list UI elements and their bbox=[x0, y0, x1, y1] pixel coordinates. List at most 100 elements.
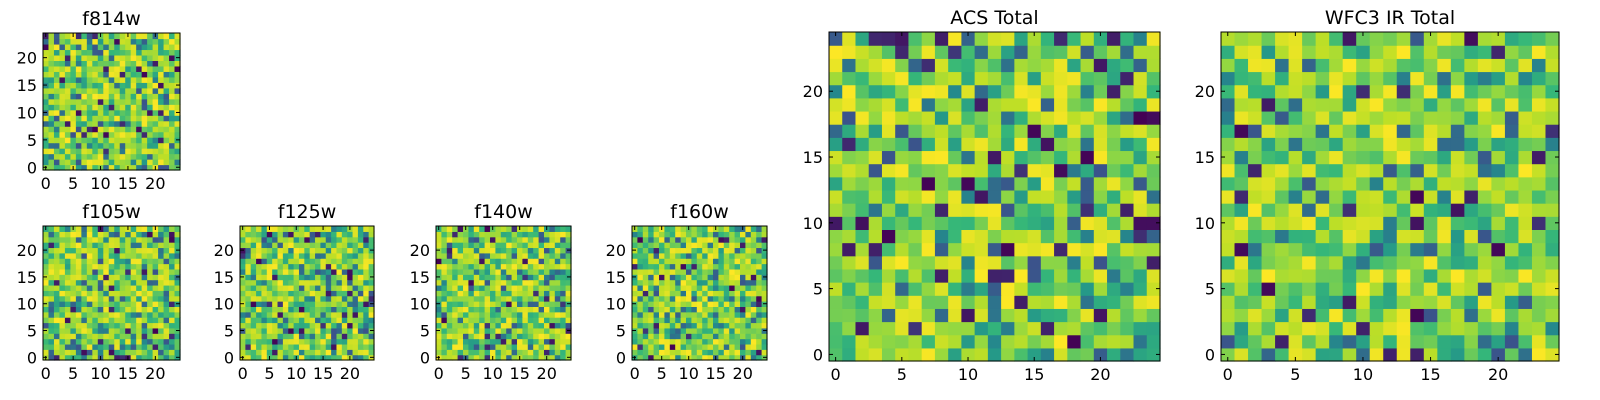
heatmap-cell bbox=[86, 284, 93, 291]
heatmap-cell bbox=[1001, 163, 1015, 178]
heatmap-cell bbox=[1067, 255, 1082, 270]
heatmap-cell bbox=[1001, 110, 1015, 125]
heatmap-cell bbox=[495, 236, 502, 243]
heatmap-cell bbox=[527, 333, 534, 340]
heatmap-cell bbox=[560, 226, 567, 232]
heatmap-cell bbox=[1248, 58, 1263, 73]
heatmap-cell bbox=[1234, 229, 1249, 244]
heatmap-cell bbox=[70, 333, 77, 340]
heatmap-cell bbox=[1410, 84, 1425, 99]
heatmap-cell bbox=[734, 327, 741, 334]
heatmap-cell bbox=[1545, 97, 1560, 112]
heatmap-cell bbox=[632, 295, 638, 302]
heatmap-cell bbox=[750, 349, 757, 356]
heatmap-cell bbox=[549, 322, 556, 329]
heatmap-cell bbox=[637, 274, 644, 281]
heatmap-cell bbox=[48, 327, 55, 334]
heatmap-cell bbox=[1464, 71, 1479, 86]
heatmap-cell bbox=[130, 338, 137, 345]
heatmap-cell bbox=[75, 142, 82, 149]
heatmap-cell bbox=[1396, 308, 1411, 323]
heatmap-cell bbox=[43, 49, 50, 56]
heatmap-cell bbox=[250, 284, 257, 291]
heatmap-cell bbox=[136, 164, 143, 171]
heatmap-cell bbox=[441, 338, 448, 345]
heatmap-cell bbox=[325, 295, 332, 302]
heatmap-cell bbox=[108, 306, 115, 313]
heatmap-cell bbox=[136, 242, 143, 249]
heatmap-cell bbox=[266, 252, 273, 259]
heatmap-cell bbox=[64, 268, 71, 275]
heatmap-cell bbox=[169, 306, 176, 313]
heatmap-cell bbox=[734, 317, 741, 324]
heatmap-cell bbox=[245, 343, 252, 350]
heatmap-cell bbox=[70, 104, 77, 111]
heatmap-cell bbox=[750, 274, 757, 281]
heatmap-cell bbox=[108, 236, 115, 243]
heatmap-cell bbox=[1261, 242, 1276, 257]
heatmap-cell bbox=[908, 229, 923, 244]
heatmap-cell bbox=[1369, 308, 1384, 323]
heatmap-cell bbox=[506, 349, 513, 356]
heatmap-cell bbox=[70, 252, 77, 259]
heatmap-cell bbox=[1248, 84, 1263, 99]
heatmap-cell bbox=[1383, 45, 1398, 59]
heatmap-cell bbox=[495, 226, 502, 232]
heatmap-cell bbox=[713, 317, 719, 324]
heatmap-cell bbox=[637, 247, 644, 254]
y-tick-label: 0 bbox=[1205, 345, 1215, 364]
heatmap-cell bbox=[495, 338, 502, 345]
heatmap-cell bbox=[158, 247, 165, 254]
heatmap-cell bbox=[53, 284, 61, 291]
heatmap-cell bbox=[707, 306, 714, 313]
heatmap-cell bbox=[1437, 58, 1452, 73]
heatmap-cell bbox=[642, 333, 649, 340]
heatmap-cell bbox=[114, 126, 121, 133]
heatmap-cell bbox=[169, 164, 176, 171]
heatmap-cell bbox=[53, 322, 61, 329]
heatmap-cell bbox=[750, 338, 757, 345]
heatmap-cell bbox=[723, 236, 730, 243]
heatmap-cell bbox=[1545, 282, 1560, 296]
heatmap-cell bbox=[696, 343, 703, 350]
heatmap-cell bbox=[446, 268, 453, 275]
heatmap-cell bbox=[895, 308, 910, 323]
heatmap-cell bbox=[70, 263, 77, 270]
heatmap-cell bbox=[288, 354, 295, 361]
heatmap-cell bbox=[1545, 110, 1560, 125]
heatmap-cell bbox=[1248, 334, 1263, 349]
heatmap-cell bbox=[92, 279, 99, 286]
heatmap-cell bbox=[169, 159, 176, 166]
heatmap-cell bbox=[304, 279, 311, 286]
heatmap-cell bbox=[141, 60, 148, 67]
heatmap-cell bbox=[315, 279, 321, 286]
heatmap-cell bbox=[92, 120, 99, 127]
heatmap-cell bbox=[691, 333, 698, 340]
heatmap-cell bbox=[368, 258, 375, 265]
heatmap-cell bbox=[702, 333, 709, 340]
heatmap-cell bbox=[114, 60, 121, 67]
heatmap-cell bbox=[1302, 334, 1317, 349]
heatmap-cell bbox=[1437, 203, 1452, 217]
heatmap-cell bbox=[163, 164, 170, 171]
heatmap-cell bbox=[125, 338, 132, 345]
heatmap-cell bbox=[250, 263, 257, 270]
heatmap-cell bbox=[352, 322, 359, 329]
heatmap-cell bbox=[533, 268, 540, 275]
heatmap-cell bbox=[1302, 242, 1317, 257]
heatmap-cell bbox=[325, 327, 332, 334]
heatmap-cell bbox=[855, 110, 870, 125]
heatmap-cell bbox=[43, 284, 50, 291]
heatmap-cell bbox=[659, 279, 665, 286]
heatmap-cell bbox=[506, 252, 513, 259]
heatmap-cell bbox=[686, 268, 692, 275]
heatmap-cell bbox=[43, 104, 50, 111]
heatmap-cell bbox=[119, 71, 126, 78]
heatmap-cell bbox=[363, 236, 370, 243]
heatmap-cell bbox=[92, 263, 99, 270]
heatmap-cell bbox=[163, 327, 170, 334]
heatmap-cell bbox=[632, 290, 638, 297]
heatmap-cell bbox=[141, 226, 148, 232]
heatmap-cells bbox=[829, 32, 1161, 362]
heatmap-cell bbox=[908, 137, 923, 152]
